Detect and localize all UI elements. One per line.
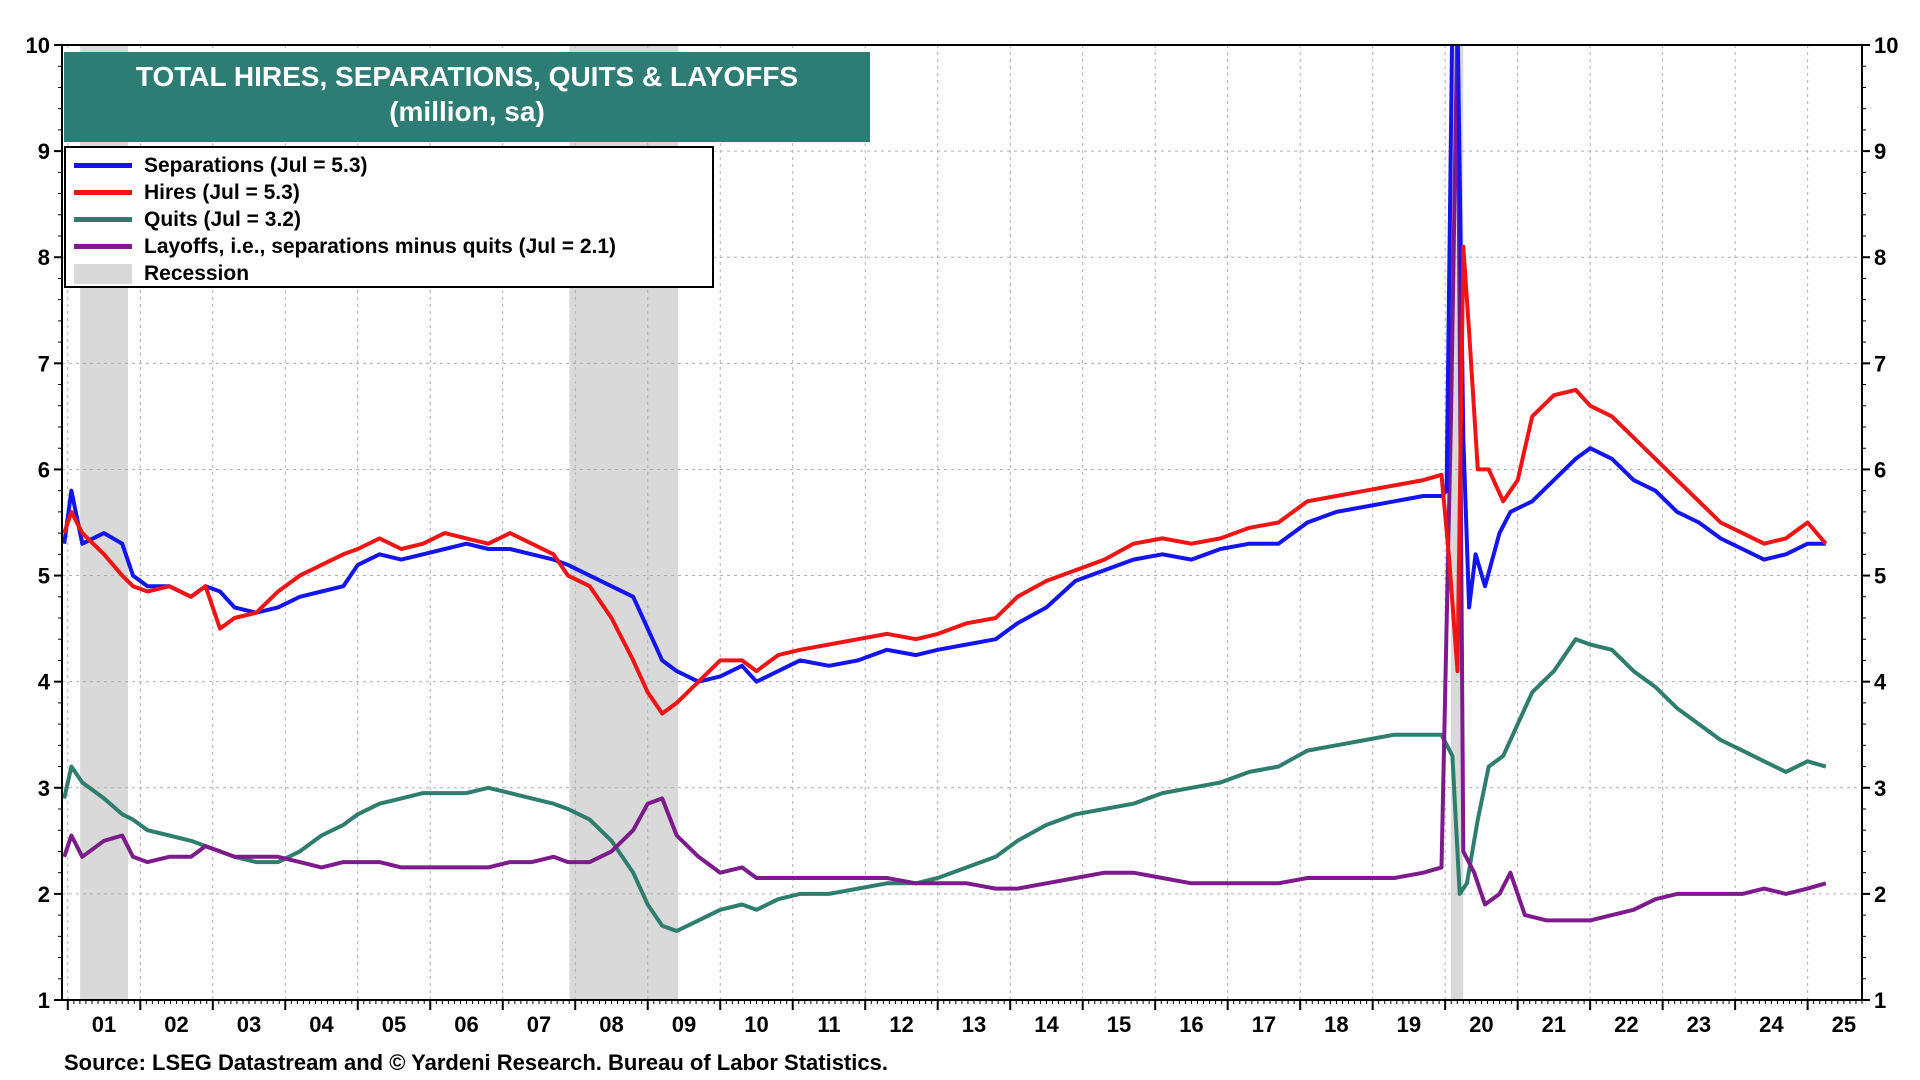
x-tick-label: 10 bbox=[744, 1012, 768, 1037]
y-tick-label-left: 10 bbox=[26, 33, 50, 58]
y-tick-label-right: 4 bbox=[1874, 670, 1887, 695]
y-tick-label-left: 3 bbox=[38, 776, 50, 801]
y-tick-label-right: 10 bbox=[1874, 33, 1898, 58]
x-tick-label: 05 bbox=[382, 1012, 406, 1037]
legend-swatch-hires bbox=[74, 190, 132, 195]
y-tick-label-right: 3 bbox=[1874, 776, 1886, 801]
x-tick-label: 15 bbox=[1107, 1012, 1131, 1037]
y-tick-label-left: 2 bbox=[38, 882, 50, 907]
x-tick-label: 14 bbox=[1034, 1012, 1059, 1037]
x-tick-label: 24 bbox=[1759, 1012, 1784, 1037]
chart-subtitle: (million, sa) bbox=[389, 96, 545, 127]
x-tick-label: 02 bbox=[164, 1012, 188, 1037]
y-tick-label-right: 8 bbox=[1874, 245, 1886, 270]
x-tick-label: 09 bbox=[672, 1012, 696, 1037]
x-tick-label: 04 bbox=[309, 1012, 334, 1037]
x-tick-label: 06 bbox=[454, 1012, 478, 1037]
gridlines bbox=[62, 45, 1862, 1000]
legend-label-recession: Recession bbox=[144, 261, 250, 285]
x-tick-label: 16 bbox=[1179, 1012, 1203, 1037]
legend-label-layoffs: Layoffs, i.e., separations minus quits (… bbox=[144, 234, 617, 258]
legend-label-quits: Quits (Jul = 3.2) bbox=[144, 207, 301, 231]
x-tick-label: 01 bbox=[92, 1012, 116, 1037]
legend-swatch-recession bbox=[74, 263, 132, 284]
chart-title-box: TOTAL HIRES, SEPARATIONS, QUITS & LAYOFF… bbox=[64, 52, 870, 142]
legend: Separations (Jul = 5.3) Hires (Jul = 5.3… bbox=[64, 146, 714, 288]
series-line-quits bbox=[62, 637, 1827, 933]
x-tick-label: 19 bbox=[1397, 1012, 1421, 1037]
y-tick-label-right: 7 bbox=[1874, 351, 1886, 376]
legend-swatch-layoffs bbox=[74, 244, 132, 249]
legend-swatch-quits bbox=[74, 217, 132, 222]
legend-item-hires: Hires (Jul = 5.3) bbox=[74, 179, 704, 206]
y-tick-label-left: 7 bbox=[38, 351, 50, 376]
x-tick-label: 03 bbox=[237, 1012, 261, 1037]
series-lines bbox=[62, 45, 1828, 933]
legend-item-separations: Separations (Jul = 5.3) bbox=[74, 152, 704, 179]
y-tick-label-left: 6 bbox=[38, 457, 50, 482]
x-tick-label: 21 bbox=[1542, 1012, 1566, 1037]
x-tick-label: 25 bbox=[1832, 1012, 1856, 1037]
x-tick-label: 12 bbox=[889, 1012, 913, 1037]
legend-label-hires: Hires (Jul = 5.3) bbox=[144, 180, 300, 204]
x-tick-label: 07 bbox=[527, 1012, 551, 1037]
y-tick-label-left: 9 bbox=[38, 139, 50, 164]
y-tick-label-right: 9 bbox=[1874, 139, 1886, 164]
y-tick-label-left: 1 bbox=[38, 988, 50, 1013]
legend-item-quits: Quits (Jul = 3.2) bbox=[74, 206, 704, 233]
x-tick-label: 18 bbox=[1324, 1012, 1348, 1037]
y-tick-label-right: 6 bbox=[1874, 457, 1886, 482]
chart-title: TOTAL HIRES, SEPARATIONS, QUITS & LAYOFF… bbox=[135, 61, 799, 92]
x-tick-label: 17 bbox=[1252, 1012, 1276, 1037]
x-tick-label: 20 bbox=[1469, 1012, 1493, 1037]
y-tick-label-left: 8 bbox=[38, 245, 50, 270]
x-tick-label: 13 bbox=[962, 1012, 986, 1037]
legend-item-layoffs: Layoffs, i.e., separations minus quits (… bbox=[74, 233, 704, 260]
x-tick-label: 08 bbox=[599, 1012, 623, 1037]
source-note: Source: LSEG Datastream and © Yardeni Re… bbox=[64, 1050, 888, 1075]
legend-label-separations: Separations (Jul = 5.3) bbox=[144, 153, 368, 177]
legend-swatch-separations bbox=[74, 163, 132, 168]
x-tick-label: 22 bbox=[1614, 1012, 1638, 1037]
y-tick-label-right: 5 bbox=[1874, 564, 1886, 589]
series-line-separations bbox=[62, 45, 1826, 684]
y-tick-label-left: 5 bbox=[38, 564, 50, 589]
y-tick-label-left: 4 bbox=[38, 670, 51, 695]
y-tick-label-right: 1 bbox=[1874, 988, 1886, 1013]
legend-item-recession: Recession bbox=[74, 260, 704, 287]
series-line-hires bbox=[62, 244, 1828, 716]
x-tick-label: 11 bbox=[817, 1012, 840, 1037]
y-tick-label-right: 2 bbox=[1874, 882, 1886, 907]
series-line-layoffs bbox=[62, 45, 1827, 923]
x-tick-label: 23 bbox=[1687, 1012, 1711, 1037]
